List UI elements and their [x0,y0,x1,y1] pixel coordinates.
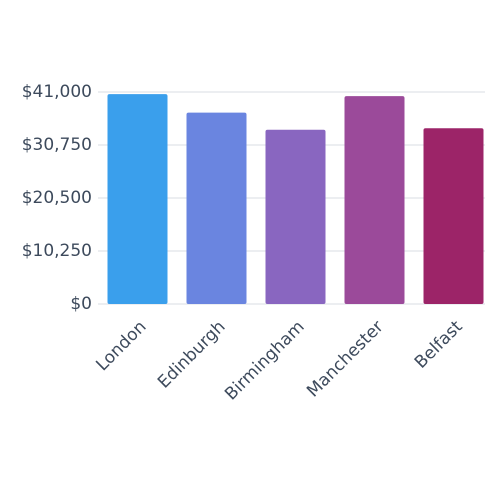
bar [344,96,405,304]
x-tick-label: London [92,317,150,375]
bar [423,128,484,304]
bar [186,112,247,305]
x-tick-label: Birmingham [221,317,308,404]
y-tick-label: $10,250 [22,241,92,261]
y-tick-label: $41,000 [22,82,92,102]
bar [107,94,168,304]
x-tick-label: Belfast [411,317,467,373]
y-tick-label: $20,500 [22,188,92,208]
x-tick-label: Manchester [303,317,387,401]
y-tick-label: $0 [70,294,92,314]
y-tick-label: $30,750 [22,135,92,155]
bar [265,129,326,304]
x-tick-label: Edinburgh [154,317,230,393]
